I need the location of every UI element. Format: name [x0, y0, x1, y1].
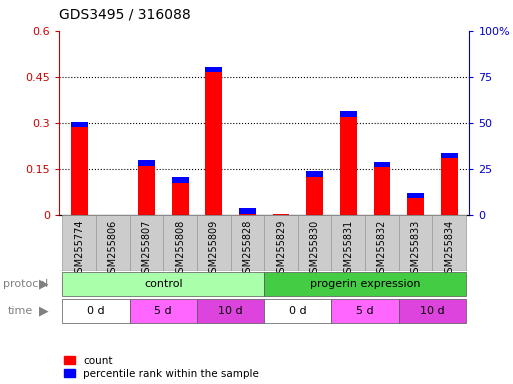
Bar	[138, 161, 155, 166]
Bar	[264, 272, 466, 296]
Bar	[71, 127, 88, 215]
Bar	[230, 215, 264, 271]
Bar	[130, 215, 163, 271]
Text: 10 d: 10 d	[420, 306, 445, 316]
Bar	[63, 272, 264, 296]
Text: GSM255807: GSM255807	[142, 220, 151, 279]
Bar	[441, 153, 458, 158]
Bar	[373, 162, 390, 167]
Text: GSM255832: GSM255832	[377, 220, 387, 279]
Bar	[96, 215, 130, 271]
Text: GSM255834: GSM255834	[444, 220, 454, 279]
Bar	[138, 166, 155, 215]
Bar	[331, 215, 365, 271]
Bar	[239, 208, 256, 214]
Bar	[399, 299, 466, 323]
Text: ▶: ▶	[39, 278, 48, 291]
Text: GSM255808: GSM255808	[175, 220, 185, 279]
Text: control: control	[144, 279, 183, 289]
Text: ▶: ▶	[39, 305, 48, 318]
Text: 10 d: 10 d	[218, 306, 243, 316]
Bar	[163, 215, 197, 271]
Text: GSM255830: GSM255830	[310, 220, 320, 279]
Text: GSM255806: GSM255806	[108, 220, 118, 279]
Text: protocol: protocol	[3, 279, 48, 289]
Bar	[63, 215, 96, 271]
Bar	[205, 72, 222, 215]
Text: GSM255833: GSM255833	[410, 220, 421, 279]
Text: 0 d: 0 d	[289, 306, 307, 316]
Text: progerin expression: progerin expression	[310, 279, 420, 289]
Bar	[441, 158, 458, 215]
Bar	[172, 183, 188, 215]
Bar	[197, 299, 264, 323]
Bar	[63, 299, 130, 323]
Bar	[172, 177, 188, 183]
Bar	[331, 299, 399, 323]
Bar	[373, 167, 390, 215]
Text: GSM255831: GSM255831	[343, 220, 353, 279]
Bar	[264, 299, 331, 323]
Text: GSM255829: GSM255829	[276, 220, 286, 279]
Bar	[306, 177, 323, 215]
Bar	[130, 299, 197, 323]
Bar	[340, 111, 357, 117]
Bar	[264, 215, 298, 271]
Legend: count, percentile rank within the sample: count, percentile rank within the sample	[64, 356, 259, 379]
Text: 5 d: 5 d	[154, 306, 172, 316]
Bar	[298, 215, 331, 271]
Bar	[407, 198, 424, 215]
Bar	[407, 193, 424, 198]
Bar	[197, 215, 230, 271]
Bar	[432, 215, 466, 271]
Text: time: time	[8, 306, 33, 316]
Text: 0 d: 0 d	[87, 306, 105, 316]
Bar	[365, 215, 399, 271]
Text: GSM255809: GSM255809	[209, 220, 219, 279]
Bar	[239, 214, 256, 215]
Bar	[306, 171, 323, 177]
Bar	[399, 215, 432, 271]
Bar	[71, 122, 88, 127]
Text: 5 d: 5 d	[357, 306, 374, 316]
Bar	[205, 67, 222, 72]
Text: GSM255774: GSM255774	[74, 220, 84, 279]
Bar	[340, 117, 357, 215]
Bar	[272, 214, 289, 215]
Text: GDS3495 / 316088: GDS3495 / 316088	[59, 8, 191, 22]
Text: GSM255828: GSM255828	[242, 220, 252, 279]
